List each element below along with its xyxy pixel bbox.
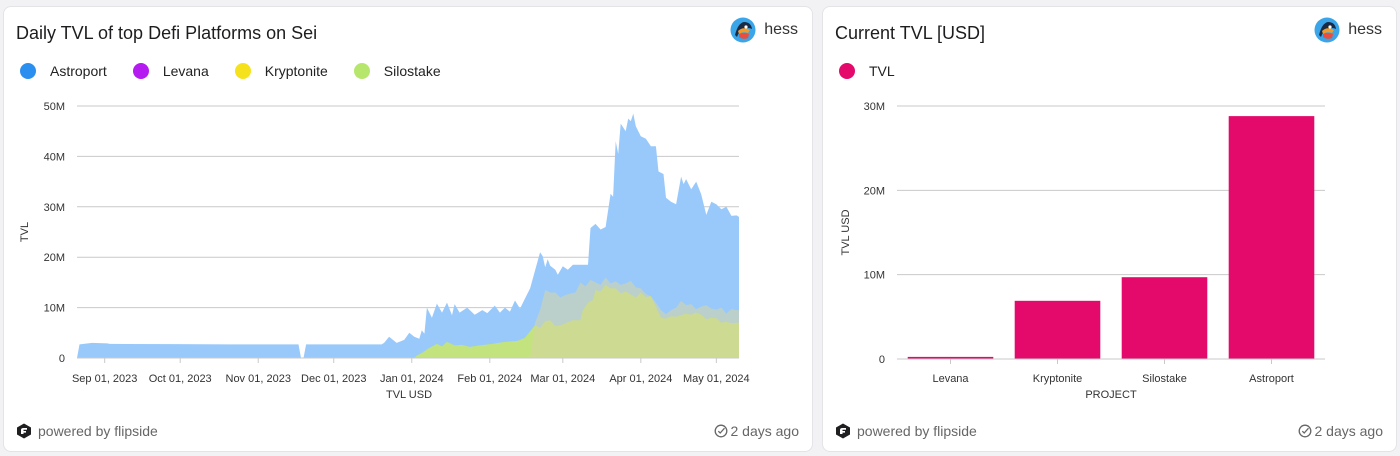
series-area-kryptonite	[530, 277, 739, 358]
x-tick-label: Levana	[932, 373, 969, 385]
powered-by-text: powered by flipside	[38, 423, 158, 439]
chart-legend: TVL	[839, 63, 921, 79]
x-tick-label: May 01, 2024	[683, 373, 750, 385]
x-tick-label: Feb 01, 2024	[457, 373, 522, 385]
legend-item-silostake[interactable]: Silostake	[353, 63, 441, 79]
flipside-logo-icon	[836, 423, 850, 439]
y-tick-label: 0	[879, 354, 885, 366]
last-updated: 2 days ago	[714, 423, 800, 439]
legend-item-kryptonite[interactable]: Kryptonite	[234, 63, 328, 79]
powered-by-link[interactable]: powered by flipside	[16, 423, 158, 439]
flipside-logo-icon	[17, 423, 31, 439]
author-name: hess	[764, 21, 798, 38]
current-tvl-card: Current TVL [USD] hess TVL 0 10M 20M 30M Lev…	[822, 6, 1397, 452]
bar-chart[interactable]: 0 10M 20M 30M Levana Kryptonite Silostake Astro…	[823, 7, 1398, 417]
x-tick-label: Apr 01, 2024	[609, 373, 672, 385]
x-axis-title: TVL USD	[386, 389, 432, 401]
legend-dot	[234, 63, 251, 79]
legend-item-levana[interactable]: Levana	[132, 63, 209, 79]
check-circle-icon	[1298, 424, 1311, 438]
daily-tvl-card: Daily TVL of top Defi Platforms on Sei h…	[3, 6, 813, 452]
y-tick-label: 10M	[44, 303, 65, 315]
bar-astroport	[1228, 116, 1315, 360]
author-name: hess	[1348, 21, 1382, 38]
legend-dot	[20, 63, 36, 79]
legend-dot	[353, 63, 370, 79]
bar-silostake	[1121, 277, 1208, 359]
x-tick-label: Kryptonite	[1033, 373, 1083, 385]
legend-label: Levana	[162, 63, 209, 79]
legend-dot	[839, 63, 855, 79]
check-circle-icon	[714, 424, 727, 438]
author-avatar-icon	[1314, 17, 1340, 43]
bar-levana	[907, 356, 994, 359]
y-tick-label: 20M	[864, 185, 885, 197]
x-tick-label: Sep 01, 2023	[72, 373, 137, 385]
card-title: Daily TVL of top Defi Platforms on Sei	[16, 23, 318, 43]
x-tick-label: Jan 01, 2024	[380, 373, 444, 385]
y-tick-label: 30M	[864, 101, 885, 113]
legend-label: TVL	[869, 63, 895, 79]
legend-label: Astroport	[50, 63, 107, 79]
y-tick-label: 30M	[44, 202, 65, 214]
x-tick-label: Astroport	[1249, 373, 1294, 385]
author-link[interactable]: hess	[730, 17, 798, 43]
y-tick-label: 10M	[864, 270, 885, 282]
legend-label: Silostake	[383, 63, 441, 79]
legend-dot	[132, 63, 149, 79]
card-title: Current TVL [USD]	[835, 23, 986, 43]
updated-text: 2 days ago	[730, 423, 800, 439]
x-tick-label: Oct 01, 2023	[149, 373, 212, 385]
author-avatar-icon	[730, 17, 756, 43]
y-tick-label: 50M	[44, 101, 65, 113]
powered-by-link[interactable]: powered by flipside	[835, 423, 977, 439]
x-tick-label: Nov 01, 2023	[226, 373, 291, 385]
x-tick-label: Dec 01, 2023	[301, 373, 366, 385]
area-chart[interactable]: 0 10M 20M 30M 40M 50M Sep 01, 2023 Oct 01, 2023…	[4, 7, 814, 417]
y-tick-label: 40M	[44, 151, 65, 163]
last-updated: 2 days ago	[1298, 423, 1384, 439]
x-axis-title: PROJECT	[1085, 389, 1137, 401]
y-tick-label: 20M	[44, 252, 65, 264]
updated-text: 2 days ago	[1314, 423, 1384, 439]
y-axis-title: TVL USD	[840, 209, 852, 255]
bar-kryptonite	[1014, 300, 1101, 359]
legend-item-astroport[interactable]: Astroport	[20, 63, 107, 79]
powered-by-text: powered by flipside	[857, 423, 977, 439]
chart-legend: Astroport Levana Kryptonite Silostake	[20, 63, 467, 79]
y-axis-title: TVL	[19, 222, 31, 242]
legend-item-tvl[interactable]: TVL	[839, 63, 895, 79]
x-tick-label: Silostake	[1142, 373, 1187, 385]
author-link[interactable]: hess	[1314, 17, 1382, 43]
x-tick-label: Mar 01, 2024	[530, 373, 595, 385]
legend-label: Kryptonite	[264, 63, 328, 79]
y-tick-label: 0	[59, 353, 65, 365]
